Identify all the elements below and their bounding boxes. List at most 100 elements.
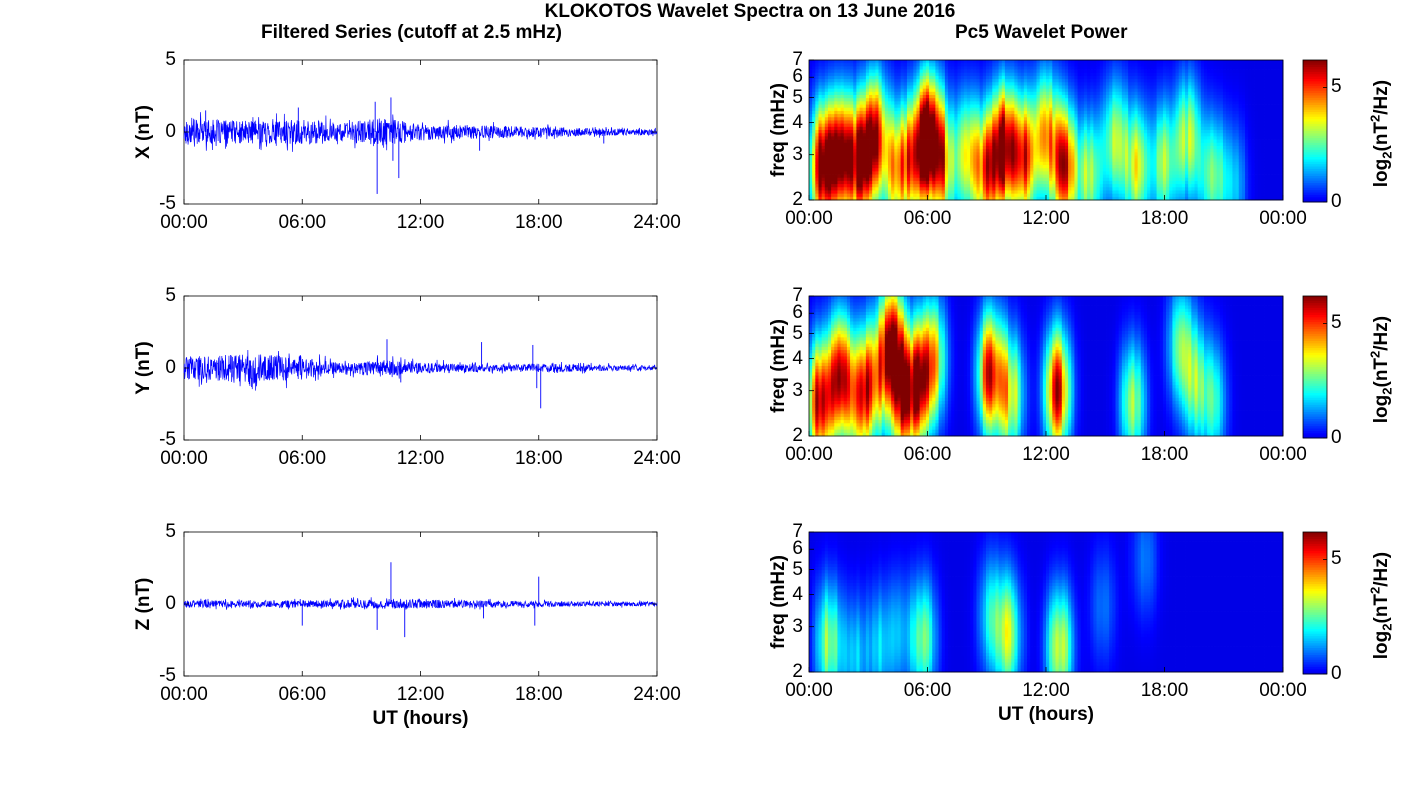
heatmap-cell	[1078, 159, 1082, 163]
heatmap-cell	[935, 187, 939, 191]
heatmap-cell	[1078, 168, 1082, 172]
heatmap-cell	[1014, 159, 1018, 163]
heatmap-cell	[964, 63, 968, 67]
heatmap-cell	[923, 82, 927, 86]
heatmap-cell	[1062, 111, 1066, 115]
heatmap-cell	[929, 114, 933, 118]
heatmap-cell	[1074, 159, 1078, 163]
heatmap-cell	[1014, 92, 1018, 96]
heatmap-cell	[939, 130, 943, 134]
heatmap-cell	[958, 124, 962, 128]
heatmap-cell	[1078, 152, 1082, 156]
heatmap-cell	[885, 60, 889, 64]
heatmap-cell	[850, 105, 854, 109]
heatmap-cell	[834, 70, 838, 74]
heatmap-cell	[863, 85, 867, 89]
heatmap-cell	[1093, 108, 1097, 112]
heatmap-cell	[879, 117, 883, 121]
heatmap-cell	[812, 66, 816, 70]
heatmap-cell	[879, 171, 883, 175]
heatmap-cell	[1033, 98, 1037, 102]
heatmap-cell	[1093, 175, 1097, 179]
heatmap-cell	[891, 92, 895, 96]
heatmap-cell	[986, 95, 990, 99]
heatmap-cell	[992, 114, 996, 118]
heatmap-cell	[1134, 108, 1138, 112]
heatmap-cell	[1122, 155, 1126, 159]
heatmap-cell	[999, 136, 1003, 140]
heatmap-cell	[926, 130, 930, 134]
heatmap-cell	[1062, 184, 1066, 188]
heatmap-cell	[1005, 171, 1009, 175]
heatmap-cell	[1116, 168, 1120, 172]
heatmap-cell	[1014, 190, 1018, 194]
heatmap-cell	[1008, 178, 1012, 182]
heatmap-cell	[1005, 85, 1009, 89]
heatmap-cell	[831, 155, 835, 159]
heatmap-cell	[1090, 101, 1094, 105]
heatmap-cell	[1147, 152, 1151, 156]
heatmap-cell	[1024, 120, 1028, 124]
heatmap-cell	[1040, 66, 1044, 70]
heatmap-cell	[1052, 140, 1056, 144]
heatmap-cell	[1071, 143, 1075, 147]
heatmap-cell	[1090, 140, 1094, 144]
heatmap-cell	[1134, 165, 1138, 169]
heatmap-cell	[1084, 73, 1088, 77]
heatmap-cell	[973, 143, 977, 147]
heatmap-cell	[995, 124, 999, 128]
heatmap-cell	[904, 133, 908, 137]
heatmap-cell	[1062, 108, 1066, 112]
heatmap-cell	[961, 149, 965, 153]
heatmap-cell	[1043, 108, 1047, 112]
heatmap-cell	[1128, 175, 1132, 179]
heatmap-cell	[1062, 79, 1066, 83]
heatmap-cell	[1150, 171, 1154, 175]
heatmap-cell	[1033, 114, 1037, 118]
heatmap-cell	[1097, 70, 1101, 74]
heatmap-cell	[1138, 79, 1142, 83]
heatmap-cell	[1018, 171, 1022, 175]
heatmap-cell	[939, 140, 943, 144]
heatmap-cell	[1005, 70, 1009, 74]
heatmap-cell	[995, 133, 999, 137]
heatmap-cell	[841, 76, 845, 80]
heatmap-cell	[923, 155, 927, 159]
heatmap-cell	[869, 155, 873, 159]
heatmap-cell	[844, 73, 848, 77]
heatmap-cell	[879, 98, 883, 102]
heatmap-cell	[875, 140, 879, 144]
heatmap-cell	[920, 181, 924, 185]
heatmap-cell	[958, 165, 962, 169]
heatmap-cell	[1021, 175, 1025, 179]
heatmap-cell	[818, 187, 822, 191]
heatmap-cell	[891, 127, 895, 131]
heatmap-cell	[916, 165, 920, 169]
heatmap-cell	[1157, 101, 1161, 105]
heatmap-cell	[986, 155, 990, 159]
heatmap-cell	[945, 79, 949, 83]
heatmap-cell	[1081, 82, 1085, 86]
heatmap-cell	[1021, 60, 1025, 64]
heatmap-cell	[986, 105, 990, 109]
heatmap-cell	[942, 101, 946, 105]
heatmap-cell	[1002, 168, 1006, 172]
heatmap-cell	[812, 136, 816, 140]
heatmap-cell	[1071, 152, 1075, 156]
heatmap-cell	[1024, 124, 1028, 128]
heatmap-cell	[866, 194, 870, 198]
heatmap-cell	[1112, 70, 1116, 74]
heatmap-cell	[897, 108, 901, 112]
heatmap-cell	[1131, 168, 1135, 172]
heatmap-cell	[841, 124, 845, 128]
heatmap-cell	[901, 143, 905, 147]
heatmap-cell	[964, 159, 968, 163]
heatmap-cell	[932, 190, 936, 194]
heatmap-cell	[1093, 143, 1097, 147]
heatmap-cell	[904, 165, 908, 169]
heatmap-cell	[1128, 73, 1132, 77]
heatmap-cell	[964, 66, 968, 70]
heatmap-cell	[1002, 76, 1006, 80]
heatmap-cell	[913, 108, 917, 112]
heatmap-cell	[1144, 66, 1148, 70]
